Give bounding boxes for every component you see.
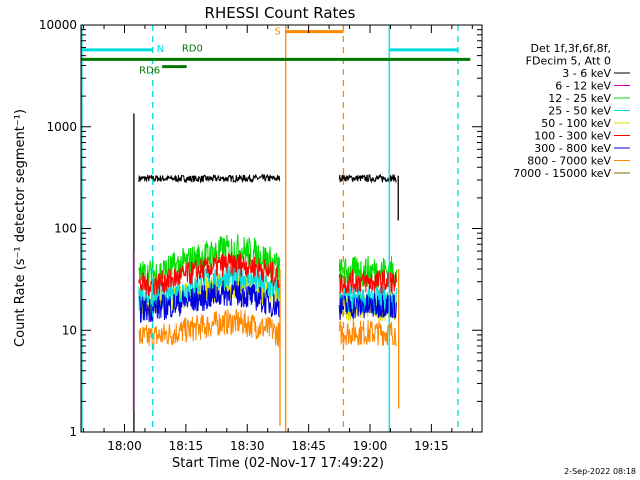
render-timestamp: 2-Sep-2022 08:18	[564, 467, 636, 476]
series-line-7-segment-0	[138, 308, 281, 350]
x-tick-label-4: 19:00	[353, 439, 388, 453]
y-tick-label-1: 10	[62, 323, 77, 337]
legend-entry-label-0: 3 - 6 keV	[562, 67, 611, 80]
y-tick-label-3: 1000	[46, 120, 77, 134]
legend-entry-label-1: 6 - 12 keV	[555, 80, 611, 93]
annotation-label-5: RD0	[182, 44, 203, 55]
annotation-label-0: N	[157, 44, 164, 55]
chart-title: RHESSI Count Rates	[205, 4, 356, 22]
legend-header-0: Det 1f,3f,6f,8f,	[530, 42, 611, 55]
legend: Det 1f,3f,6f,8f,FDecim 5, Att 03 - 6 keV…	[513, 42, 630, 180]
legend-entry-label-3: 25 - 50 keV	[548, 105, 611, 118]
legend-entry-label-8: 7000 - 15000 keV	[513, 167, 611, 180]
series-line-0-segment-1	[338, 173, 397, 184]
annotation-label-4: RD6	[139, 66, 160, 77]
x-axis-ticks: 18:00 18:15 18:30 18:45 19:00 19:15	[83, 25, 473, 453]
legend-entry-label-6: 300 - 800 keV	[534, 142, 611, 155]
series-line-7-segment-1	[338, 320, 397, 348]
x-tick-label-2: 18:30	[230, 439, 265, 453]
plot-frame	[80, 24, 483, 433]
legend-entry-label-4: 50 - 100 keV	[541, 117, 611, 130]
legend-entry-label-2: 12 - 25 keV	[548, 92, 611, 105]
series-line-5-segment-0	[138, 252, 281, 297]
legend-entry-label-5: 100 - 300 keV	[534, 130, 611, 143]
series-line-3-segment-1	[338, 285, 397, 314]
y-tick-label-4: 10000	[39, 18, 77, 32]
x-tick-label-3: 18:45	[291, 439, 326, 453]
annotation-label-2: S	[274, 27, 280, 38]
y-axis-label: Count Rate (s⁻¹ detector segment⁻¹)	[13, 109, 28, 347]
data-traces	[132, 113, 400, 432]
series-line-6-segment-1	[338, 293, 397, 320]
x-tick-label-5: 19:15	[414, 439, 449, 453]
x-tick-label-0: 18:00	[107, 439, 142, 453]
annotation-lines: N S RD6 RD0	[81, 25, 471, 432]
series-line-2-segment-1	[338, 255, 397, 289]
legend-header-1: FDecim 5, Att 0	[526, 55, 611, 68]
series-line-0-segment-0	[138, 173, 281, 184]
y-axis-ticks: 1 10 100 1000 10000	[39, 18, 482, 439]
series-line-5-segment-1	[338, 269, 397, 295]
series-line-6-segment-0	[138, 280, 281, 324]
y-tick-label-0: 1	[69, 425, 77, 439]
x-axis-label: Start Time (02-Nov-17 17:49:22)	[172, 456, 384, 471]
x-tick-label-1: 18:15	[169, 439, 204, 453]
legend-entry-label-7: 800 - 7000 keV	[527, 155, 611, 168]
y-tick-label-2: 100	[54, 222, 77, 236]
